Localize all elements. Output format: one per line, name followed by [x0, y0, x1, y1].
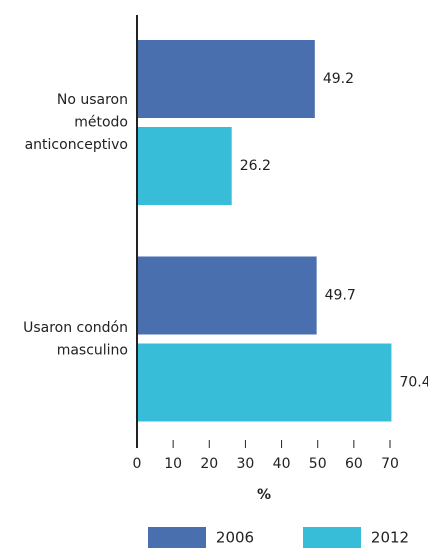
value-label: 49.2	[323, 71, 354, 87]
x-tick-label: 40	[273, 456, 291, 472]
x-tick-label: 60	[345, 456, 363, 472]
x-tick-label: 0	[133, 456, 142, 472]
x-tick-label: 10	[164, 456, 182, 472]
x-tick-label: 70	[381, 456, 399, 472]
bar	[137, 40, 315, 118]
x-tick-label: 30	[237, 456, 255, 472]
legend-label: 2012	[371, 529, 409, 547]
x-tick-label: 20	[200, 456, 218, 472]
value-label: 49.7	[325, 288, 356, 304]
legend-swatch	[148, 527, 206, 548]
category-label: Usaron condón masculino	[23, 320, 128, 359]
bar	[137, 127, 232, 205]
x-axis-label: %	[257, 487, 271, 503]
value-label: 26.2	[240, 158, 271, 174]
legend-swatch	[303, 527, 361, 548]
bar	[137, 256, 317, 335]
legend-label: 2006	[216, 529, 254, 547]
x-tick-label: 50	[309, 456, 327, 472]
bar	[137, 343, 392, 422]
value-label: 70.4	[399, 375, 428, 391]
category-label: No usaron método anticonceptivo	[25, 92, 128, 153]
